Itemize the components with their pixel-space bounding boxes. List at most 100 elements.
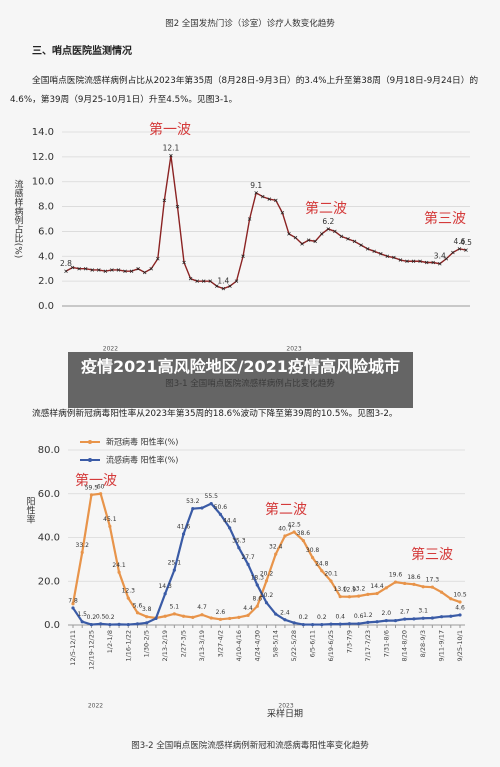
point: [346, 237, 350, 241]
point: [384, 619, 388, 623]
point: [384, 586, 388, 590]
point: [359, 243, 363, 247]
data-label: 35.3: [232, 537, 246, 544]
point: [195, 279, 199, 283]
point: [301, 538, 305, 543]
point: [293, 235, 298, 240]
point: [458, 613, 462, 617]
point: [126, 622, 130, 627]
point: [292, 530, 296, 534]
point: [283, 618, 287, 622]
point: [310, 556, 315, 560]
data-label: 44.4: [223, 517, 237, 524]
data-label: 3.4: [434, 252, 446, 261]
x-tick-label: 12/19-12/25: [87, 630, 95, 670]
data-label: 42.5: [287, 522, 301, 529]
point: [126, 596, 130, 600]
y-tick-label: 60.0: [38, 489, 60, 500]
point: [313, 239, 317, 244]
data-label: 30.8: [306, 547, 320, 554]
data-label: 9.1: [250, 181, 262, 190]
annotation: 第二波: [265, 501, 307, 518]
point: [181, 532, 186, 536]
point: [172, 568, 176, 572]
point: [301, 622, 305, 627]
data-label: 3.8: [142, 606, 152, 613]
point: [274, 198, 278, 203]
point: [70, 265, 75, 270]
x-tick-label: 6/19-6/25: [327, 630, 335, 662]
point: [103, 269, 108, 273]
point: [135, 622, 140, 626]
point: [403, 617, 407, 621]
point: [215, 284, 219, 288]
data-label: 13.0: [334, 586, 348, 593]
point: [274, 552, 278, 556]
data-label: 53.2: [186, 498, 200, 505]
point: [246, 562, 250, 567]
data-label: 2.6: [216, 609, 226, 616]
point: [449, 597, 453, 601]
data-label: 4.5: [460, 238, 472, 247]
point: [117, 570, 121, 574]
point: [338, 594, 342, 599]
data-label: 2.4: [280, 609, 290, 616]
point: [145, 615, 149, 619]
y-tick-label: 8.0: [38, 202, 54, 213]
point: [108, 622, 112, 627]
caption: 图3-2 全国哨点医院流感样病例新冠和流感病毒阳性率变化趋势: [131, 741, 369, 751]
point: [89, 493, 94, 497]
data-label: 10.2: [260, 592, 274, 599]
point: [218, 512, 223, 516]
y-tick-label: 6.0: [38, 226, 54, 237]
point: [329, 579, 333, 583]
point: [347, 595, 352, 599]
point: [398, 258, 403, 262]
year-label: 2023: [286, 346, 301, 353]
point: [228, 284, 232, 288]
point: [451, 250, 455, 255]
series-line: [72, 502, 461, 626]
point: [163, 614, 167, 618]
point: [283, 534, 287, 538]
point: [255, 583, 259, 587]
point: [326, 227, 331, 231]
banner: 疫情2021高风险地区/2021疫情高风险城市: [68, 352, 413, 408]
year-label: 2022: [103, 346, 118, 353]
data-label: 50.6: [214, 504, 228, 511]
point: [375, 591, 379, 596]
point: [449, 614, 453, 618]
point: [191, 507, 195, 511]
data-label: 20.1: [324, 571, 338, 578]
data-label: 17.3: [426, 577, 440, 584]
data-label: 5.1: [170, 603, 180, 610]
point: [366, 620, 370, 624]
data-label: 0.5: [96, 613, 106, 620]
data-label: 25.1: [168, 560, 182, 567]
y-tick-label: 0.0: [38, 301, 54, 312]
data-label: 0.4: [335, 614, 345, 621]
point: [393, 580, 398, 584]
point: [135, 611, 140, 615]
point: [264, 601, 269, 605]
data-label: 0.2: [317, 614, 327, 621]
point: [162, 198, 167, 203]
point: [365, 247, 370, 251]
point: [200, 506, 204, 510]
point: [89, 622, 94, 627]
point: [99, 622, 103, 626]
data-label: 4.4: [243, 605, 253, 612]
y-tick-label: 4.0: [38, 251, 54, 262]
point: [208, 279, 213, 283]
point: [444, 257, 449, 261]
point: [439, 615, 444, 619]
x-tick-label: 1/16-1/22: [124, 630, 132, 662]
point: [405, 259, 409, 264]
point: [320, 569, 324, 573]
point: [237, 546, 241, 550]
data-label: 0.2: [87, 614, 97, 621]
x-tick-label: 1/30-2/5: [143, 630, 151, 657]
point: [209, 616, 213, 620]
